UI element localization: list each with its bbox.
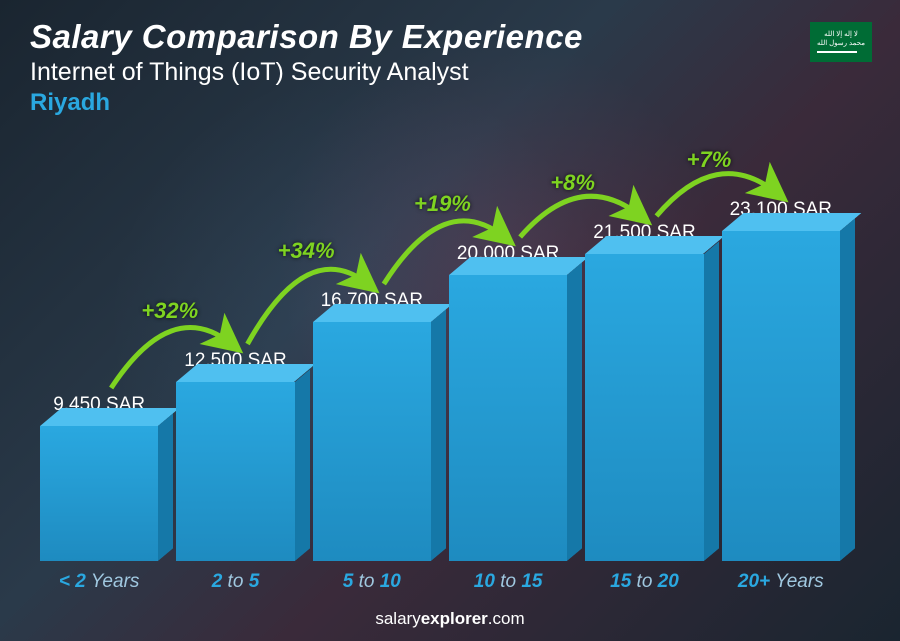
- bar-front-face: [585, 254, 703, 561]
- bar-top-face: [313, 304, 453, 322]
- bar-2: 16,700 SAR: [313, 290, 431, 561]
- bar-side-face: [840, 218, 855, 561]
- x-axis-labels: < 2 Years 2 to 5 5 to 10 10 to 15 15 to 20 20…: [40, 571, 840, 593]
- bar-1: 12,500 SAR: [176, 350, 294, 561]
- bar-top-face: [585, 236, 725, 254]
- flag-sword-icon: [817, 51, 857, 53]
- bar-front-face: [40, 426, 158, 561]
- bar-front-face: [449, 275, 567, 561]
- increase-label: +7%: [687, 147, 732, 173]
- header: Salary Comparison By Experience Internet…: [30, 18, 870, 117]
- bar-4: 21,500 SAR: [585, 222, 703, 561]
- bar-5: 23,100 SAR: [722, 199, 840, 561]
- x-label-5: 20+ Years: [722, 571, 840, 593]
- bar-front-face: [313, 322, 431, 561]
- bar-3: 20,000 SAR: [449, 243, 567, 561]
- bar-top-face: [722, 213, 862, 231]
- x-label-4: 15 to 20: [585, 571, 703, 593]
- bar-top-face: [449, 257, 589, 275]
- x-label-2: 5 to 10: [313, 571, 431, 593]
- footer-attribution: salaryexplorer.com: [0, 609, 900, 629]
- increase-label: +19%: [414, 191, 471, 217]
- flag-script: لا إله إلا اللهمحمد رسول الله: [817, 31, 865, 48]
- increase-label: +34%: [278, 238, 335, 264]
- chart-location: Riyadh: [30, 89, 870, 117]
- chart-title: Salary Comparison By Experience: [30, 18, 870, 56]
- bar-side-face: [704, 241, 719, 561]
- bar-side-face: [295, 369, 310, 561]
- chart-subtitle: Internet of Things (IoT) Security Analys…: [30, 58, 870, 87]
- bar-side-face: [567, 262, 582, 561]
- x-label-0: < 2 Years: [40, 571, 158, 593]
- x-label-1: 2 to 5: [176, 571, 294, 593]
- bar-side-face: [158, 413, 173, 561]
- footer-pre: salary: [375, 609, 420, 628]
- country-flag: لا إله إلا اللهمحمد رسول الله: [810, 22, 872, 62]
- bar-top-face: [40, 408, 180, 426]
- footer-post: .com: [488, 609, 525, 628]
- bar-front-face: [722, 231, 840, 561]
- x-label-3: 10 to 15: [449, 571, 567, 593]
- bar-front-face: [176, 382, 294, 561]
- bar-0: 9,450 SAR: [40, 394, 158, 561]
- increase-label: +32%: [141, 298, 198, 324]
- bar-side-face: [431, 309, 446, 561]
- increase-label: +8%: [550, 170, 595, 196]
- bar-top-face: [176, 364, 316, 382]
- footer-bold: explorer: [421, 609, 488, 628]
